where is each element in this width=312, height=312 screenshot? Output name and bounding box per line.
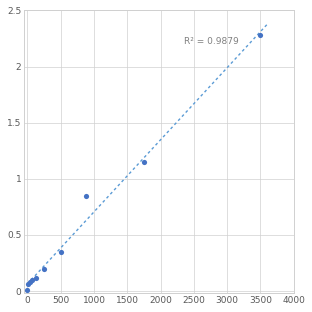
Point [41, 266, 46, 271]
Point [27, 280, 32, 285]
Point [29, 277, 34, 282]
Point [83, 193, 88, 198]
Point [58, 249, 63, 254]
Point [258, 33, 263, 38]
Point [25, 288, 30, 293]
Point [33, 275, 38, 280]
Point [141, 159, 146, 164]
Point [26, 282, 31, 287]
Text: R² = 0.9879: R² = 0.9879 [184, 37, 239, 46]
